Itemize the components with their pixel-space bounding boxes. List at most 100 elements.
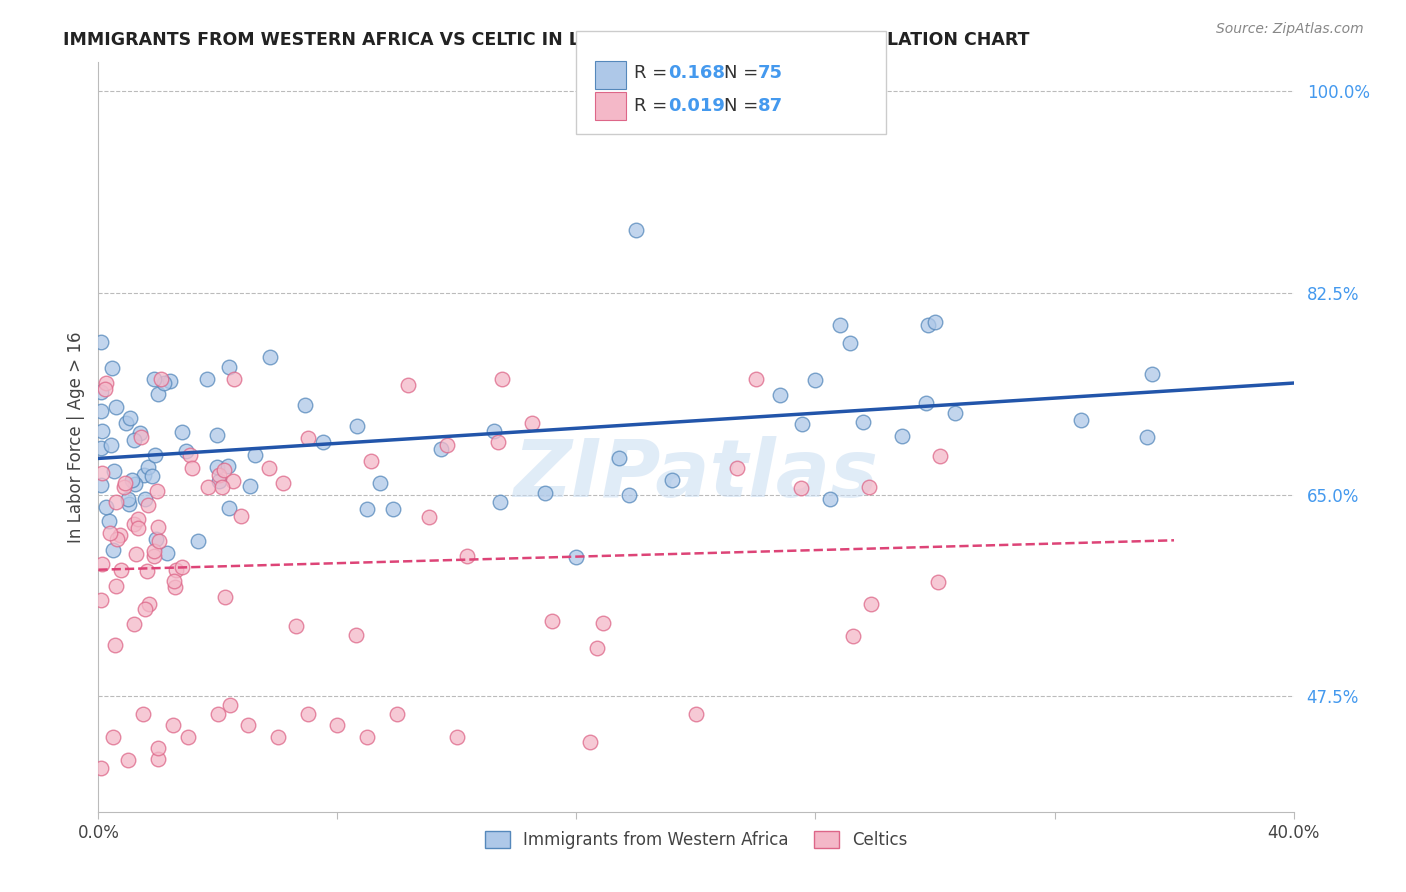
Point: [149, 372, 172, 386]
Point: [138, 498, 160, 512]
Point: [90, 466, 112, 480]
Point: [205, 460, 228, 475]
Point: [626, 222, 648, 236]
Point: [90, 441, 112, 455]
Point: [222, 474, 245, 488]
Point: [117, 753, 139, 767]
Point: [745, 372, 768, 386]
Point: [146, 752, 169, 766]
Text: 0.019: 0.019: [668, 97, 724, 115]
Point: [162, 718, 184, 732]
Point: [110, 563, 132, 577]
Point: [267, 730, 290, 744]
Point: [156, 546, 179, 560]
Point: [1140, 368, 1163, 382]
Point: [118, 497, 141, 511]
Point: [534, 486, 557, 500]
Point: [685, 706, 707, 721]
Point: [163, 581, 186, 595]
Point: [127, 521, 149, 535]
Point: [360, 454, 382, 468]
Point: [207, 706, 229, 721]
Point: [142, 549, 165, 563]
Point: [218, 360, 240, 375]
Point: [90, 424, 112, 438]
Text: N =: N =: [724, 97, 763, 115]
Point: [108, 528, 131, 542]
Text: N =: N =: [724, 64, 763, 82]
Point: [297, 431, 319, 445]
Text: ZIPatlas: ZIPatlas: [513, 435, 879, 514]
Point: [134, 467, 156, 482]
Point: [446, 730, 468, 744]
Point: [540, 614, 562, 628]
Point: [143, 543, 166, 558]
Point: [93, 382, 115, 396]
Y-axis label: In Labor Force | Age > 16: In Labor Force | Age > 16: [66, 331, 84, 543]
Point: [725, 461, 748, 475]
Text: 0.168: 0.168: [668, 64, 725, 82]
Point: [148, 534, 170, 549]
Point: [271, 476, 294, 491]
Point: [852, 415, 875, 429]
Point: [90, 478, 112, 492]
Point: [488, 495, 510, 509]
Point: [859, 597, 882, 611]
Point: [456, 549, 478, 563]
Point: [114, 475, 136, 490]
Point: [607, 450, 630, 465]
Point: [174, 444, 197, 458]
Point: [103, 464, 125, 478]
Point: [122, 616, 145, 631]
Point: [346, 419, 368, 434]
Point: [284, 619, 307, 633]
Text: 75: 75: [758, 64, 783, 82]
Point: [484, 424, 506, 438]
Point: [212, 463, 235, 477]
Point: [1070, 413, 1092, 427]
Point: [208, 467, 231, 482]
Point: [229, 508, 252, 523]
Point: [122, 434, 145, 448]
Point: [120, 411, 142, 425]
Point: [356, 501, 378, 516]
Point: [122, 517, 145, 532]
Point: [224, 372, 246, 386]
Point: [105, 579, 128, 593]
Point: [145, 532, 167, 546]
Point: [804, 373, 827, 387]
Point: [181, 460, 204, 475]
Point: [858, 480, 880, 494]
Point: [586, 641, 609, 656]
Point: [90, 593, 112, 607]
Point: [429, 442, 451, 456]
Point: [148, 519, 170, 533]
Point: [94, 376, 117, 391]
Text: Source: ZipAtlas.com: Source: ZipAtlas.com: [1216, 22, 1364, 37]
Point: [105, 495, 128, 509]
Point: [96, 500, 118, 515]
Point: [135, 564, 157, 578]
Point: [1136, 430, 1159, 444]
Point: [312, 435, 335, 450]
Point: [491, 372, 513, 386]
Legend: Immigrants from Western Africa, Celtics: Immigrants from Western Africa, Celtics: [478, 824, 914, 855]
Point: [396, 378, 419, 392]
Point: [114, 417, 136, 431]
Point: [121, 473, 143, 487]
Point: [129, 426, 152, 441]
Point: [141, 468, 163, 483]
Point: [565, 550, 588, 565]
Point: [914, 396, 936, 410]
Point: [927, 575, 949, 590]
Point: [90, 404, 112, 418]
Point: [828, 318, 851, 332]
Point: [890, 429, 912, 443]
Point: [104, 401, 127, 415]
Point: [125, 547, 148, 561]
Point: [917, 318, 939, 332]
Point: [236, 718, 259, 732]
Point: [842, 629, 865, 643]
Point: [153, 376, 176, 390]
Point: [294, 398, 316, 412]
